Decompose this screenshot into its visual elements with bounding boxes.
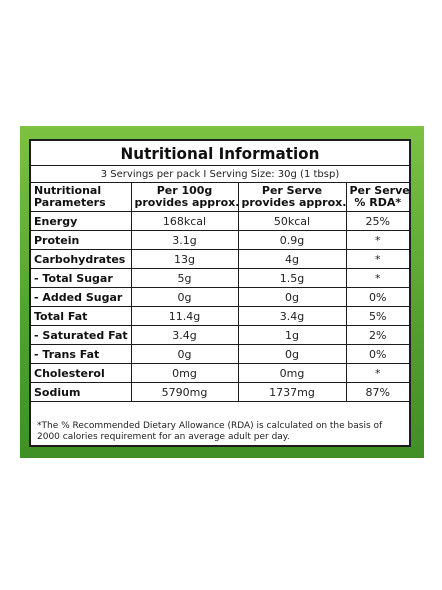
row-perserve: 0.9g (237, 230, 347, 250)
row-rda: 0% (345, 344, 409, 364)
header-rda: Per Serve % RDA* (345, 183, 409, 212)
row-per100: 0mg (130, 363, 239, 383)
table-row: - Saturated Fat 3.4g 1g 2% (31, 325, 409, 345)
header-per-100g: Per 100g provides approx. (130, 183, 239, 212)
row-rda: * (345, 363, 409, 383)
table-row: Energy 168kcal 50kcal 25% (31, 211, 409, 231)
row-rda: 5% (345, 306, 409, 326)
row-per100: 3.4g (130, 325, 239, 345)
row-perserve: 1737mg (237, 382, 347, 402)
row-perserve: 0g (237, 287, 347, 307)
nutrition-table: Nutritional Parameters Per 100g provides… (31, 183, 409, 402)
row-per100: 5g (130, 268, 239, 288)
row-perserve: 1g (237, 325, 347, 345)
table-row: - Total Sugar 5g 1.5g * (31, 268, 409, 288)
table-row: Protein 3.1g 0.9g * (31, 230, 409, 250)
row-name: Sodium (31, 382, 132, 402)
table-row: - Trans Fat 0g 0g 0% (31, 344, 409, 364)
header-per-serve: Per Serve provides approx. (237, 183, 347, 212)
row-rda: 2% (345, 325, 409, 345)
row-rda: * (345, 230, 409, 250)
row-perserve: 0g (237, 344, 347, 364)
row-rda: * (345, 268, 409, 288)
row-perserve: 1.5g (237, 268, 347, 288)
table-row: Total Fat 11.4g 3.4g 5% (31, 306, 409, 326)
row-name: Protein (31, 230, 132, 250)
row-name: Carbohydrates (31, 249, 132, 269)
table-header-row: Nutritional Parameters Per 100g provides… (31, 183, 409, 212)
row-name: - Added Sugar (31, 287, 132, 307)
table-row: Sodium 5790mg 1737mg 87% (31, 382, 409, 402)
row-rda: 25% (345, 211, 409, 231)
table-row: - Added Sugar 0g 0g 0% (31, 287, 409, 307)
row-per100: 11.4g (130, 306, 239, 326)
row-per100: 0g (130, 287, 239, 307)
row-perserve: 3.4g (237, 306, 347, 326)
row-per100: 5790mg (130, 382, 239, 402)
row-rda: 87% (345, 382, 409, 402)
row-name: - Saturated Fat (31, 325, 132, 345)
row-perserve: 0mg (237, 363, 347, 383)
row-name: Cholesterol (31, 363, 132, 383)
row-name: Energy (31, 211, 132, 231)
row-per100: 168kcal (130, 211, 239, 231)
row-name: - Total Sugar (31, 268, 132, 288)
table-row: Carbohydrates 13g 4g * (31, 249, 409, 269)
row-name: - Trans Fat (31, 344, 132, 364)
row-rda: 0% (345, 287, 409, 307)
row-per100: 0g (130, 344, 239, 364)
row-per100: 13g (130, 249, 239, 269)
row-perserve: 50kcal (237, 211, 347, 231)
row-perserve: 4g (237, 249, 347, 269)
header-parameters: Nutritional Parameters (31, 183, 132, 212)
rda-footnote: *The % Recommended Dietary Allowance (RD… (37, 421, 383, 442)
label-title: Nutritional Information (120, 144, 320, 163)
table-row: Cholesterol 0mg 0mg * (31, 363, 409, 383)
row-rda: * (345, 249, 409, 269)
nutrition-label: Nutritional Information 3 Servings per p… (29, 139, 411, 447)
serving-info: 3 Servings per pack I Serving Size: 30g … (31, 165, 409, 183)
row-name: Total Fat (31, 306, 132, 326)
row-per100: 3.1g (130, 230, 239, 250)
